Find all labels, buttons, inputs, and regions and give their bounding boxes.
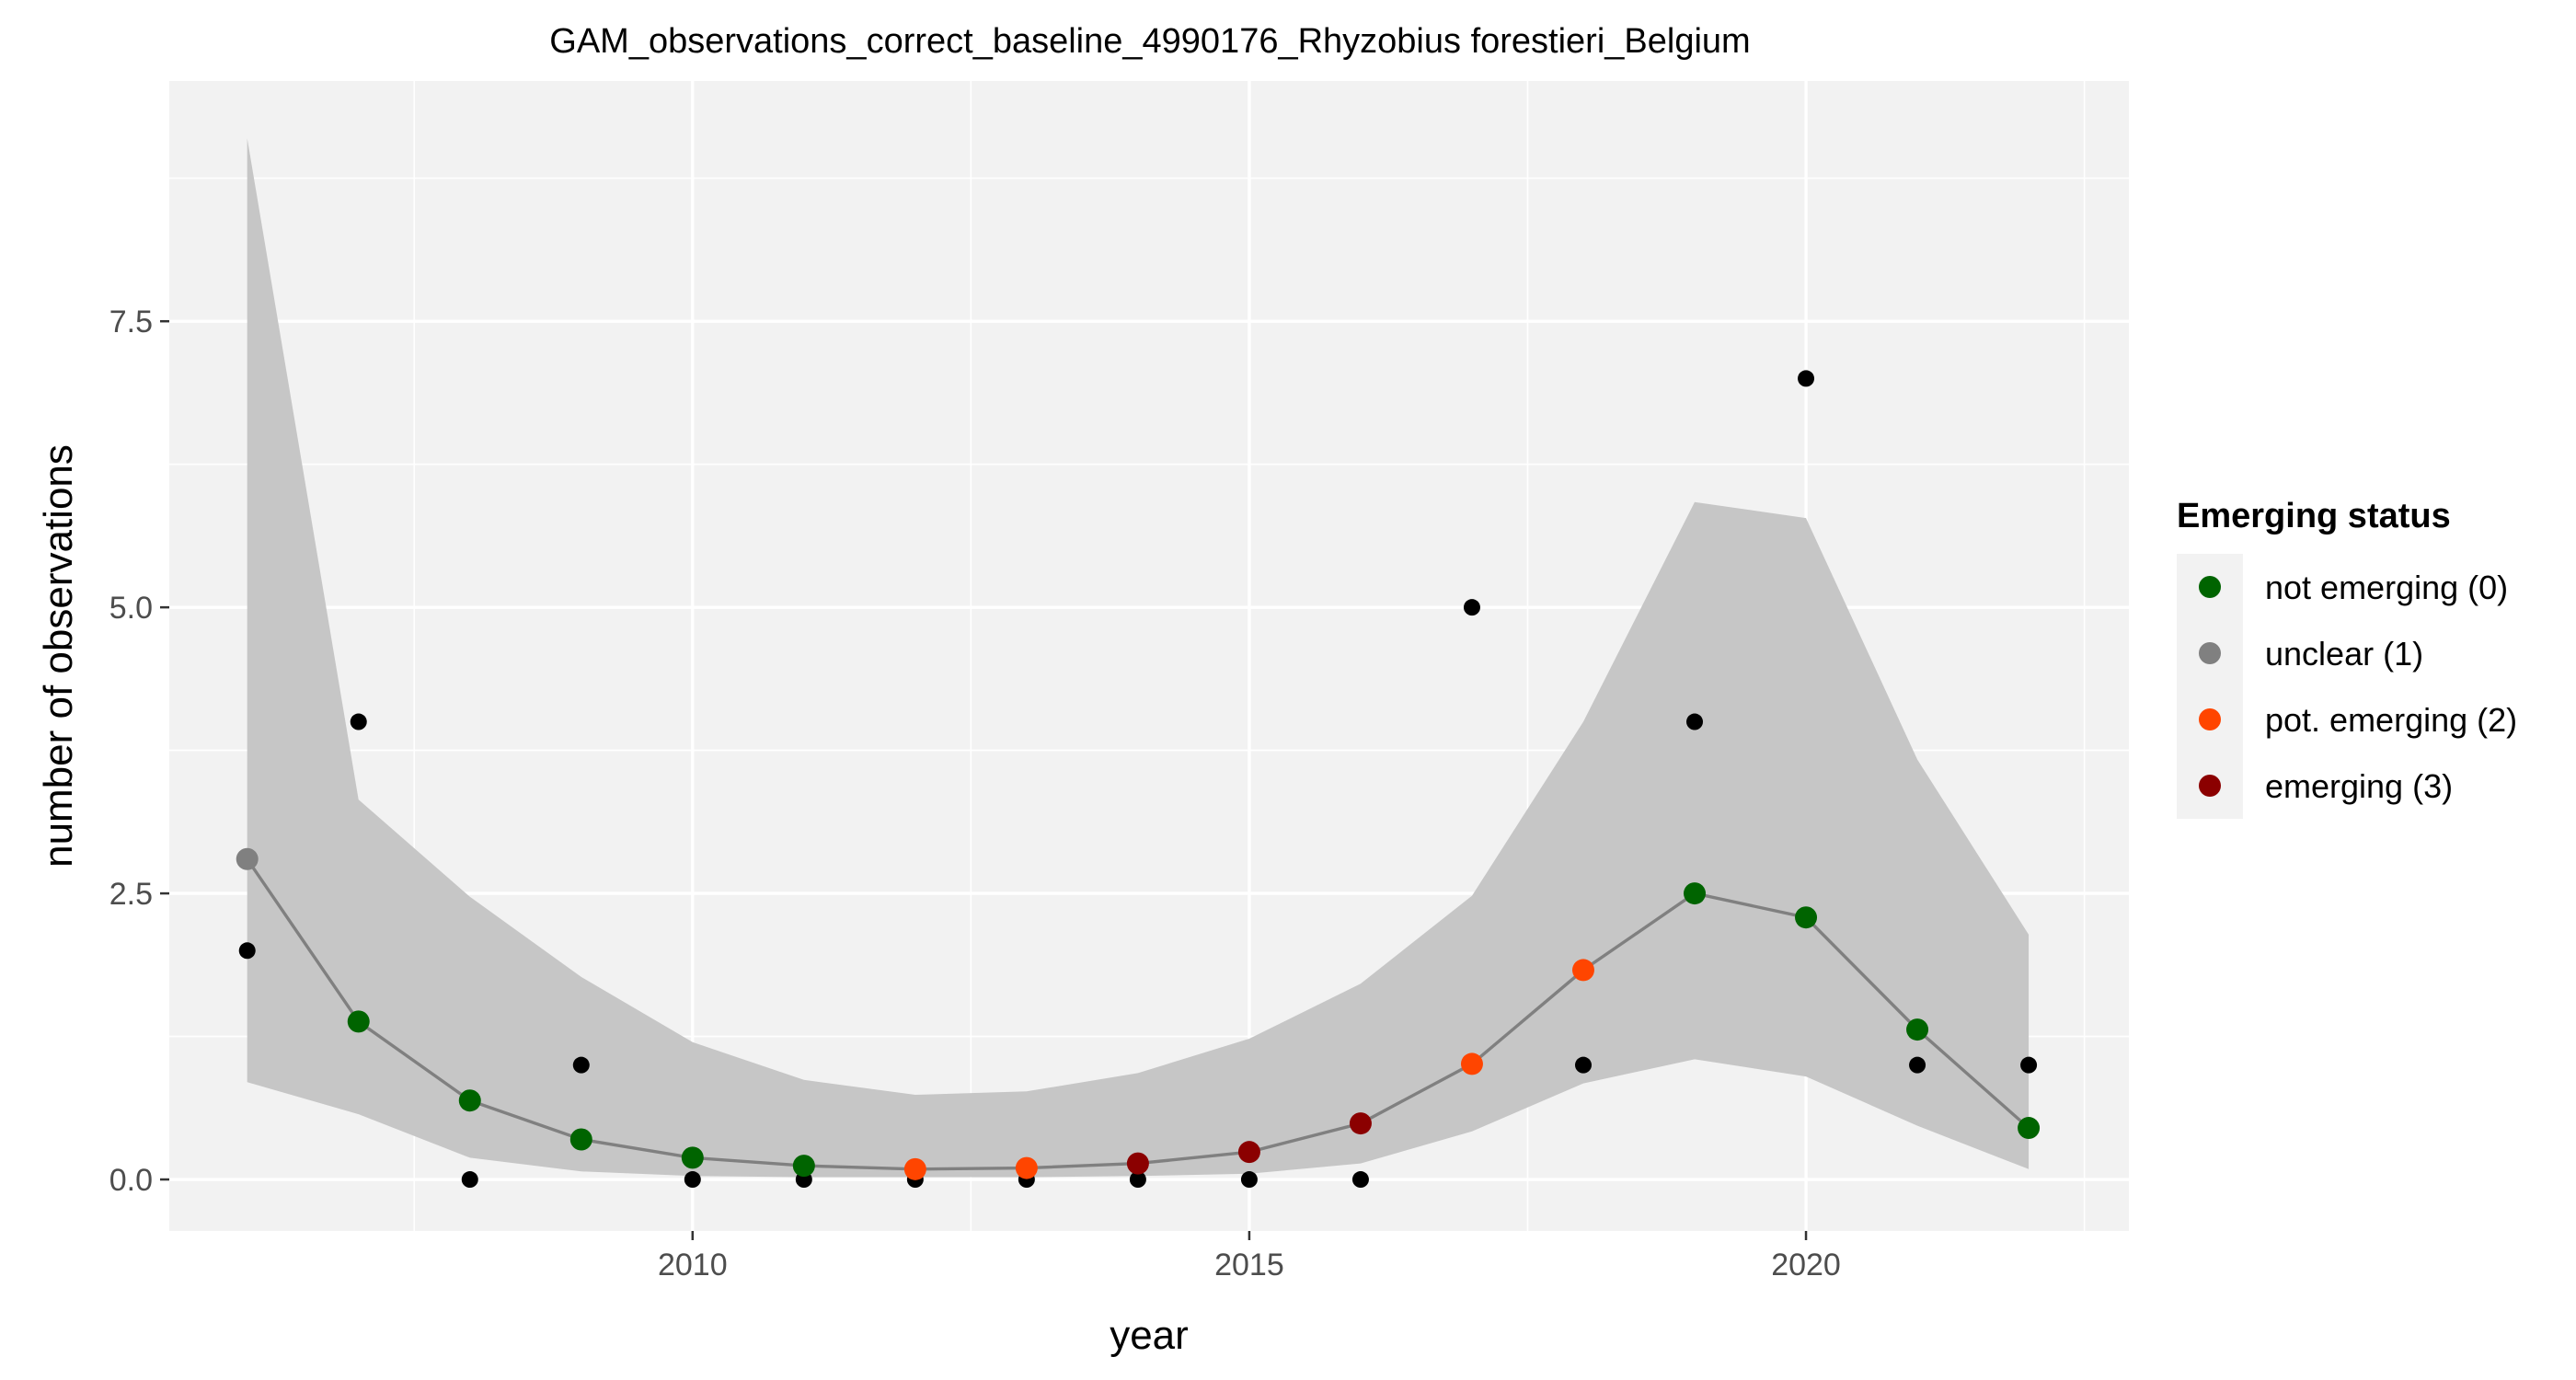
observed-point (1463, 599, 1480, 616)
observed-point (1686, 713, 1704, 730)
fit-point (1015, 1156, 1038, 1179)
x-tick-label: 2010 (658, 1248, 728, 1282)
fit-points (236, 847, 2041, 1180)
fit-point (569, 1128, 592, 1151)
y-tick-label: 2.5 (109, 877, 153, 912)
observed-point (461, 1171, 478, 1189)
fit-point (1571, 959, 1594, 982)
observed-point (1798, 370, 1815, 387)
fit-point (1126, 1152, 1149, 1175)
fit-point (458, 1089, 481, 1112)
legend-key (2199, 576, 2221, 598)
observed-point (2020, 1056, 2038, 1074)
y-axis: 0.0 2.5 5.0 7.5 (109, 305, 169, 1198)
fit-point (1906, 1018, 1929, 1041)
legend-key (2199, 708, 2221, 730)
y-axis-title: number of observations (36, 444, 81, 868)
fit-point (1684, 882, 1707, 905)
legend-label: pot. emerging (2) (2265, 701, 2517, 739)
observed-point (1240, 1171, 1258, 1189)
observed-point (1909, 1056, 1926, 1074)
fit-point (792, 1155, 815, 1178)
x-tick-label: 2015 (1214, 1248, 1284, 1282)
y-tick-label: 0.0 (109, 1163, 153, 1198)
observed-point (1574, 1056, 1592, 1074)
fit-point (2018, 1117, 2041, 1140)
observed-point (684, 1171, 701, 1189)
x-axis-title: year (1110, 1313, 1189, 1358)
legend-key (2199, 775, 2221, 797)
observed-point (350, 713, 367, 730)
fit-point (1237, 1141, 1260, 1164)
x-tick-label: 2020 (1771, 1248, 1841, 1282)
observed-point (238, 942, 256, 960)
fit-point (1460, 1052, 1483, 1075)
fit-point (236, 847, 259, 870)
chart-title: GAM_observations_correct_baseline_499017… (549, 22, 1750, 61)
observed-point (1351, 1171, 1369, 1189)
legend-label: unclear (1) (2265, 635, 2423, 673)
fit-point (1349, 1112, 1372, 1135)
legend: Emerging status not emerging (0) unclear … (2177, 497, 2517, 819)
confidence-ribbon (247, 138, 2030, 1178)
legend-label: not emerging (0) (2265, 569, 2508, 606)
fit-point (903, 1157, 926, 1180)
x-axis: 2010 2015 2020 (658, 1231, 1841, 1282)
legend-key (2199, 642, 2221, 664)
observed-point (572, 1056, 590, 1074)
legend-title: Emerging status (2177, 497, 2451, 535)
observed-points (238, 370, 2038, 1189)
y-tick-label: 5.0 (109, 591, 153, 626)
observed-point (1129, 1171, 1146, 1189)
legend-label: emerging (3) (2265, 767, 2453, 805)
y-tick-label: 7.5 (109, 305, 153, 339)
fit-point (347, 1010, 370, 1033)
fit-point (681, 1146, 704, 1169)
fit-point (1795, 906, 1818, 929)
